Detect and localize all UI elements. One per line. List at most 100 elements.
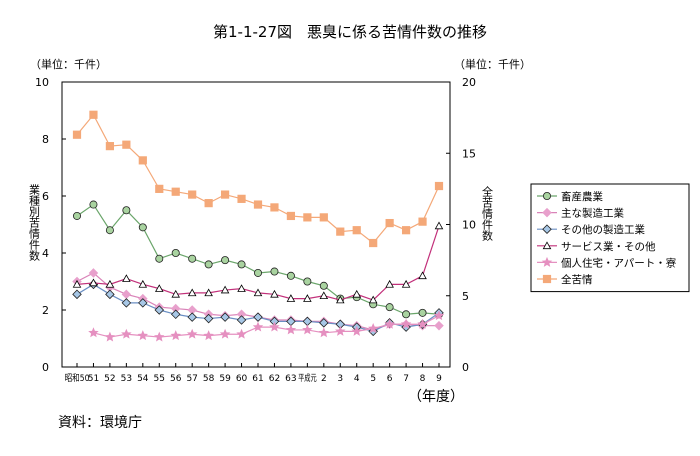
data-point-4-19 (384, 318, 395, 329)
data-point-4-11 (252, 321, 264, 332)
data-point-4-10 (236, 328, 247, 339)
data-point-4-1 (88, 327, 99, 338)
data-point-5-14 (303, 213, 312, 222)
legend-label-2: その他の製造工業 (561, 223, 645, 236)
data-point-3-4 (138, 279, 148, 288)
data-point-0-10 (237, 260, 246, 269)
x-tick-label-20: 7 (403, 374, 409, 384)
x-tick-label-12: 62 (269, 374, 280, 384)
series-4 (88, 310, 445, 342)
data-point-0-12 (270, 267, 279, 276)
data-point-3-13 (286, 294, 296, 302)
series-group (72, 110, 445, 342)
x-tick-label-9: 59 (219, 374, 231, 384)
data-point-5-1 (89, 110, 98, 119)
data-point-3-22 (434, 221, 444, 230)
data-point-5-5 (155, 184, 164, 193)
data-point-3-17 (352, 289, 362, 298)
data-point-2-10 (236, 315, 247, 325)
x-tick-label-17: 4 (354, 374, 360, 384)
y-tick-label-right-3: 15 (462, 147, 476, 160)
data-point-0-21 (418, 308, 427, 317)
data-point-5-4 (138, 156, 147, 165)
y-tick-label-right-2: 10 (462, 219, 476, 232)
data-point-3-2 (105, 279, 115, 288)
legend: 畜産農業主な製造工業その他の製造工業サービス業・その他個人住宅・アパート・寮全苦… (530, 183, 690, 293)
data-point-3-1 (89, 278, 98, 287)
data-point-4-21 (417, 318, 428, 329)
data-point-3-11 (253, 288, 263, 297)
data-point-5-2 (105, 142, 115, 151)
data-point-5-17 (352, 226, 361, 235)
legend-swatch-marker-1 (542, 207, 552, 218)
unit-label-right: （単位：千件） (454, 57, 531, 71)
data-point-5-19 (385, 218, 394, 228)
data-point-3-16 (335, 295, 345, 304)
x-tick-label-8: 58 (203, 374, 215, 384)
data-point-0-15 (319, 281, 328, 290)
y-tick-label-left-1: 2 (42, 304, 49, 317)
series-5 (72, 110, 444, 248)
data-point-3-5 (154, 284, 164, 292)
data-point-0-20 (402, 310, 411, 319)
series-line-0 (76, 203, 440, 315)
series-line-4 (93, 315, 440, 338)
data-point-0-13 (286, 271, 295, 280)
data-point-3-9 (220, 285, 230, 294)
x-tick-label-0: 昭和50 (65, 373, 90, 384)
data-point-5-0 (72, 130, 82, 139)
data-point-5-16 (336, 227, 345, 236)
data-point-2-14 (302, 316, 313, 327)
data-point-4-8 (203, 330, 214, 341)
data-point-4-6 (170, 330, 181, 341)
data-point-0-7 (188, 254, 197, 263)
y-tick-label-right-1: 5 (462, 290, 469, 303)
series-0 (73, 200, 443, 319)
x-tick-label-22: 9 (436, 374, 442, 384)
x-tick-label-13: 63 (285, 374, 296, 384)
data-point-2-4 (138, 298, 148, 308)
y-axis-label-right: 全苦情件数 (481, 185, 494, 242)
legend-swatch-marker-4 (541, 256, 553, 267)
data-point-2-15 (319, 318, 329, 328)
x-tick-label-1: 51 (88, 374, 99, 384)
data-point-5-6 (171, 187, 180, 196)
data-point-0-9 (221, 256, 230, 265)
data-point-2-0 (72, 289, 82, 300)
data-point-4-17 (351, 325, 362, 336)
data-point-0-1 (89, 200, 98, 209)
legend-swatch-marker-2 (542, 224, 552, 234)
data-point-5-21 (418, 217, 427, 226)
data-point-2-3 (121, 298, 132, 308)
legend-swatch-marker-3 (542, 241, 552, 250)
source-note: 資料：環境庁 (58, 415, 142, 431)
x-tick-label-21: 8 (420, 374, 426, 384)
data-point-3-6 (171, 289, 181, 298)
legend-label-3: サービス業・その他 (561, 240, 656, 253)
data-point-5-11 (253, 200, 263, 209)
data-point-3-12 (270, 289, 279, 298)
legend-swatch-marker-0 (543, 191, 552, 200)
series-line-5 (76, 113, 440, 244)
y-tick-label-left-3: 6 (42, 190, 49, 203)
data-point-4-14 (302, 324, 313, 335)
y-tick-label-right-4: 20 (462, 76, 476, 89)
data-point-0-19 (385, 303, 394, 312)
y-tick-label-left-4: 8 (42, 133, 49, 146)
series-3 (72, 221, 444, 304)
data-point-5-15 (319, 213, 328, 222)
data-point-4-4 (137, 330, 149, 341)
x-axis-label: （年度） (408, 389, 464, 405)
data-point-3-19 (385, 279, 394, 288)
data-point-5-22 (434, 181, 444, 191)
x-tick-label-3: 53 (121, 374, 132, 384)
x-tick-label-10: 60 (236, 374, 248, 384)
data-point-5-10 (237, 194, 246, 203)
x-tick-label-2: 52 (104, 374, 115, 384)
legend-label-0: 畜産農業 (561, 190, 603, 203)
data-point-1-3 (121, 289, 132, 300)
y-tick-label-left-5: 10 (35, 76, 49, 89)
unit-label-left: （単位：千件） (30, 57, 107, 71)
legend-swatch-marker-5 (542, 274, 552, 284)
